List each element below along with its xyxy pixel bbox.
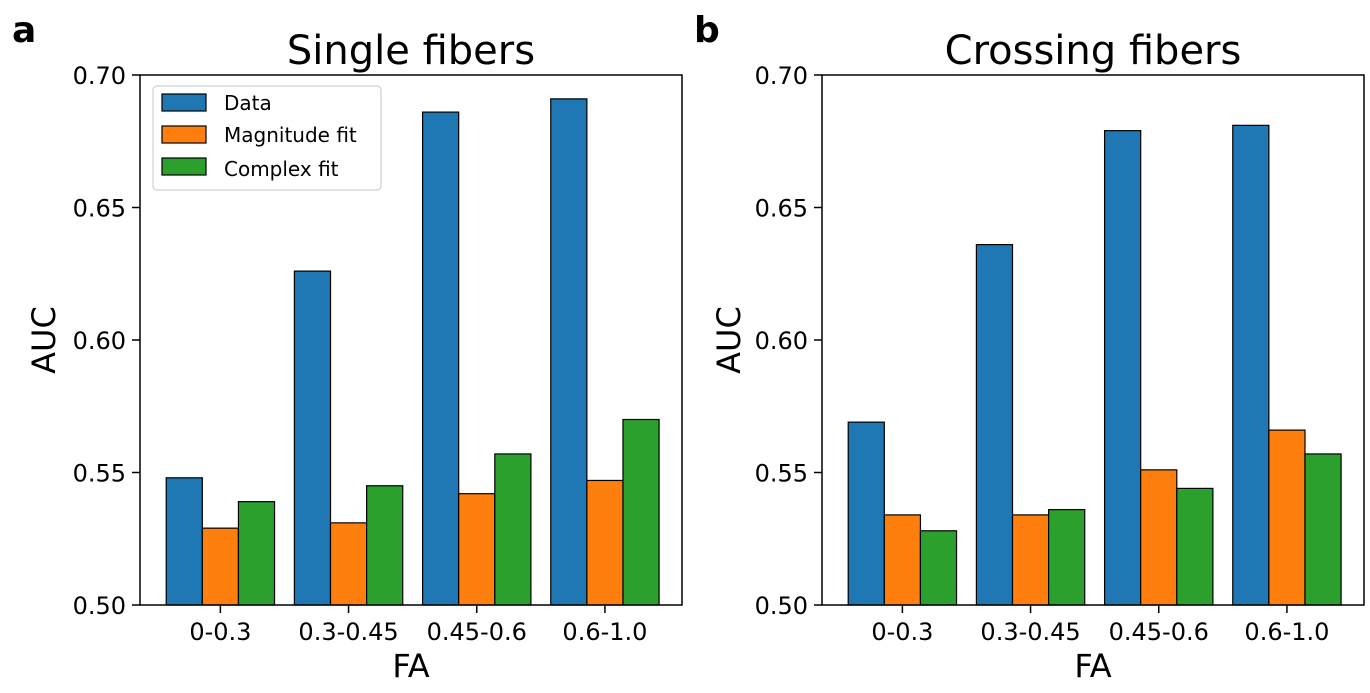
y-axis-label-b: AUC [710,306,748,374]
y-ticks-a: 0.50 0.55 0.60 0.65 0.70 [73,62,140,620]
bar-magnitude-fit-3 [458,493,496,606]
x-tick-label: 0.45-0.6 [427,618,527,646]
bar-magnitude-fit-2 [1011,514,1050,606]
bar-complex-fit-2 [1048,509,1086,606]
bar-data-1 [847,421,885,606]
x-tick-label: 0.6-1.0 [1244,618,1329,646]
chart-title-b: Crossing fibers [945,28,1242,74]
x-tick-label: 0.45-0.6 [1109,618,1209,646]
x-tick-label: 0.3-0.45 [980,618,1080,646]
y-tick-label: 0.60 [755,327,808,355]
bar-complex-fit-1 [919,530,958,606]
y-tick-label: 0.65 [73,195,126,223]
bar-complex-fit-4 [622,418,660,606]
bar-complex-fit-4 [1304,453,1342,606]
y-tick-label: 0.60 [73,327,126,355]
x-tick-label: 0-0.3 [871,618,933,646]
y-tick-label: 0.50 [73,592,126,620]
x-tick-label: 0-0.3 [189,618,251,646]
legend-swatch-complex-fit [161,157,207,176]
legend-swatch-data [161,93,207,112]
x-ticks-b: 0-0.3 0.3-0.45 0.45-0.6 0.6-1.0 [871,605,1329,646]
panel-a-single-fibers: a Single fibers AUC FA 0.500.550.600.650… [12,10,683,685]
panel-b-crossing-fibers: b Crossing fibers AUC FA 0.50 0.55 0.60 0.6… [694,10,1365,685]
bar-magnitude-fit-4 [1268,429,1306,606]
bar-data-4 [1232,124,1270,606]
panel-letter-b: b [694,10,720,51]
x-axis-label-a: FA [392,647,429,685]
bar-data-2 [975,244,1014,606]
y-tick-label: 0.70 [755,62,808,90]
x-tick-label: 0.3-0.45 [298,618,398,646]
bar-data-2 [293,270,332,606]
bar-data-3 [1103,130,1142,606]
bar-complex-fit-1 [237,501,276,606]
bars-b [847,124,1342,606]
y-axis-label-a: AUC [25,306,63,374]
bar-magnitude-fit-1 [883,514,922,606]
x-axis-label-b: FA [1074,647,1111,685]
bar-complex-fit-3 [494,453,532,606]
legend-label-magnitude-fit: Magnitude fit [224,123,357,147]
bar-magnitude-fit-2 [329,522,368,606]
bar-magnitude-fit-1 [201,527,240,606]
panel-letter-a: a [12,10,36,51]
bars-a [165,98,660,606]
y-tick-label: 0.55 [73,460,126,488]
plot-frame-a [139,74,683,606]
legend-label-complex-fit: Complex fit [224,157,339,181]
y-ticks-b: 0.50 0.55 0.60 0.65 0.70 [755,62,822,620]
legend-label-data: Data [224,91,272,115]
bar-data-4 [550,98,588,606]
bar-magnitude-fit-4 [586,479,624,606]
bar-data-1 [165,477,203,606]
x-ticks-a: 0-0.3 0.3-0.45 0.45-0.6 0.6-1.0 [189,605,647,646]
chart-title-a: Single fibers [287,28,535,74]
y-tick-label: 0.70 [73,62,126,90]
legend: Data Magnitude fit Complex fit [152,85,382,191]
bar-complex-fit-3 [1176,487,1214,606]
plot-frame-b [821,74,1365,606]
y-tick-label: 0.55 [755,460,808,488]
bar-data-3 [421,111,460,606]
bar-complex-fit-2 [366,485,404,606]
y-tick-label: 0.50 [755,592,808,620]
legend-swatch-magnitude-fit [161,125,207,144]
y-tick-label: 0.65 [755,195,808,223]
legend-box [152,85,382,191]
bar-magnitude-fit-3 [1140,469,1178,606]
x-tick-label: 0.6-1.0 [562,618,647,646]
